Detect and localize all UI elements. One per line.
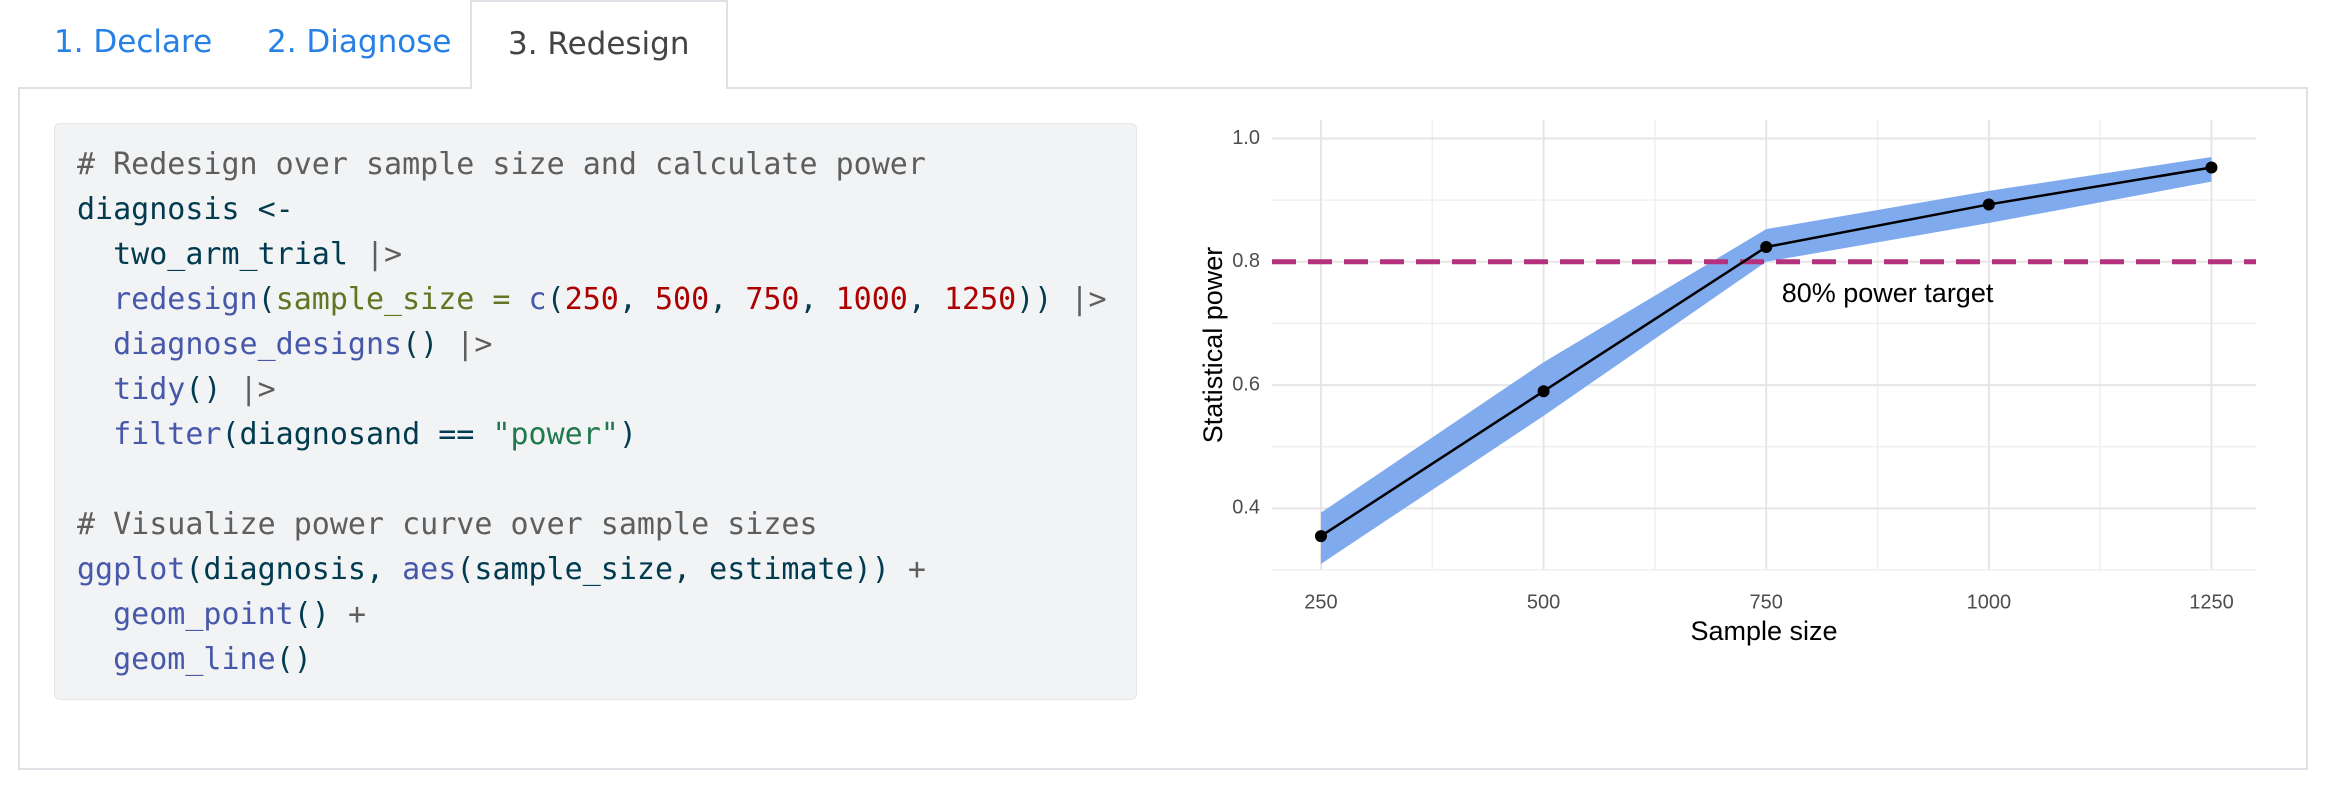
code-token: "power" (492, 417, 619, 452)
code-token: filter (77, 417, 222, 452)
code-line: filter(diagnosand == "power") (77, 412, 1114, 457)
code-token: () (402, 327, 457, 362)
code-token: two_arm_trial (77, 237, 366, 272)
code-token: diagnose_designs (77, 327, 403, 362)
code-token: ( (546, 282, 565, 317)
code-token: , (799, 282, 836, 317)
code-line: redesign(sample_size = c(250, 500, 750, … (77, 277, 1114, 322)
code-token: # Visualize power curve over sample size… (77, 507, 818, 542)
code-token: , (709, 282, 746, 317)
tab[interactable]: 2. Diagnose (267, 24, 452, 60)
code-token: 750 (745, 282, 800, 317)
code-token: |> (1070, 282, 1107, 317)
confidence-ribbon (1320, 156, 2212, 564)
code-token: , (618, 282, 655, 317)
code-token: (diagnosand == (221, 417, 493, 452)
code-line: ggplot(diagnosis, aes(sample_size, estim… (77, 547, 1114, 592)
code-token: () (293, 597, 348, 632)
y-tick-label: 0.8 (1232, 250, 1260, 272)
code-token: ) (618, 417, 637, 452)
code-token: ( (257, 282, 276, 317)
x-tick-label: 500 (1527, 591, 1560, 613)
code-token: , (907, 282, 944, 317)
code-token: (sample_size, estimate)) (456, 552, 908, 587)
code-line: geom_line() (77, 637, 1114, 682)
code-token: (diagnosis, (185, 552, 403, 587)
code-token: ggplot (77, 552, 186, 587)
x-tick-label: 250 (1304, 591, 1337, 613)
code-token: + (347, 597, 366, 632)
y-axis-title: Statistical power (1198, 247, 1228, 444)
code-block: # Redesign over sample size and calculat… (54, 123, 1137, 700)
code-token: () (275, 642, 312, 677)
point (2205, 161, 2218, 174)
code-line: diagnose_designs() |> (77, 322, 1114, 367)
x-tick-label: 750 (1750, 591, 1783, 613)
point (1760, 240, 1773, 253)
code-line: two_arm_trial |> (77, 232, 1114, 277)
point (1314, 530, 1327, 543)
code-token: |> (365, 237, 403, 272)
y-tick-label: 0.4 (1232, 497, 1260, 519)
code-line (77, 457, 1114, 502)
code-token: )) (1016, 282, 1071, 317)
tab-panel (18, 87, 2308, 770)
y-tick-label: 1.0 (1232, 127, 1260, 149)
code-token: sample_size = (275, 282, 511, 317)
annotation: 80% power target (1782, 278, 1994, 308)
code-token: () (185, 372, 240, 407)
code-line: # Visualize power curve over sample size… (77, 502, 1114, 547)
code-token: 1000 (835, 282, 908, 317)
code-line: geom_point() + (77, 592, 1114, 637)
code-token: + (907, 552, 926, 587)
code-token: c (510, 282, 547, 317)
code-token: |> (456, 327, 493, 362)
code-token: geom_point (77, 597, 294, 632)
code-token: diagnosis <- (77, 192, 294, 227)
code-token: 500 (655, 282, 710, 317)
code-token: geom_line (77, 642, 276, 677)
code-token: redesign (77, 282, 258, 317)
code-token: tidy (77, 372, 186, 407)
code-line: diagnosis <- (77, 187, 1114, 232)
code-token: # Redesign over sample size and calculat… (77, 147, 926, 182)
chart: 250 500 750 1000 1250 0.4 0.6 0.8 1.0 80% power t… (1198, 120, 2256, 646)
x-tick-label: 1250 (2189, 591, 2234, 613)
point (1982, 198, 1995, 211)
tab[interactable]: 1. Declare (54, 24, 213, 60)
code-token: aes (402, 552, 457, 587)
point (1537, 385, 1550, 398)
code-token: |> (239, 372, 276, 407)
x-tick-label: 1000 (1967, 591, 2012, 613)
code-line: # Redesign over sample size and calculat… (77, 142, 1114, 187)
code-line: tidy() |> (77, 367, 1114, 412)
x-axis-title: Sample size (1690, 616, 1837, 646)
tab[interactable]: 3. Redesign (470, 0, 728, 89)
code-token: 250 (564, 282, 619, 317)
y-tick-label: 0.6 (1232, 373, 1260, 395)
code-token: 1250 (944, 282, 1017, 317)
